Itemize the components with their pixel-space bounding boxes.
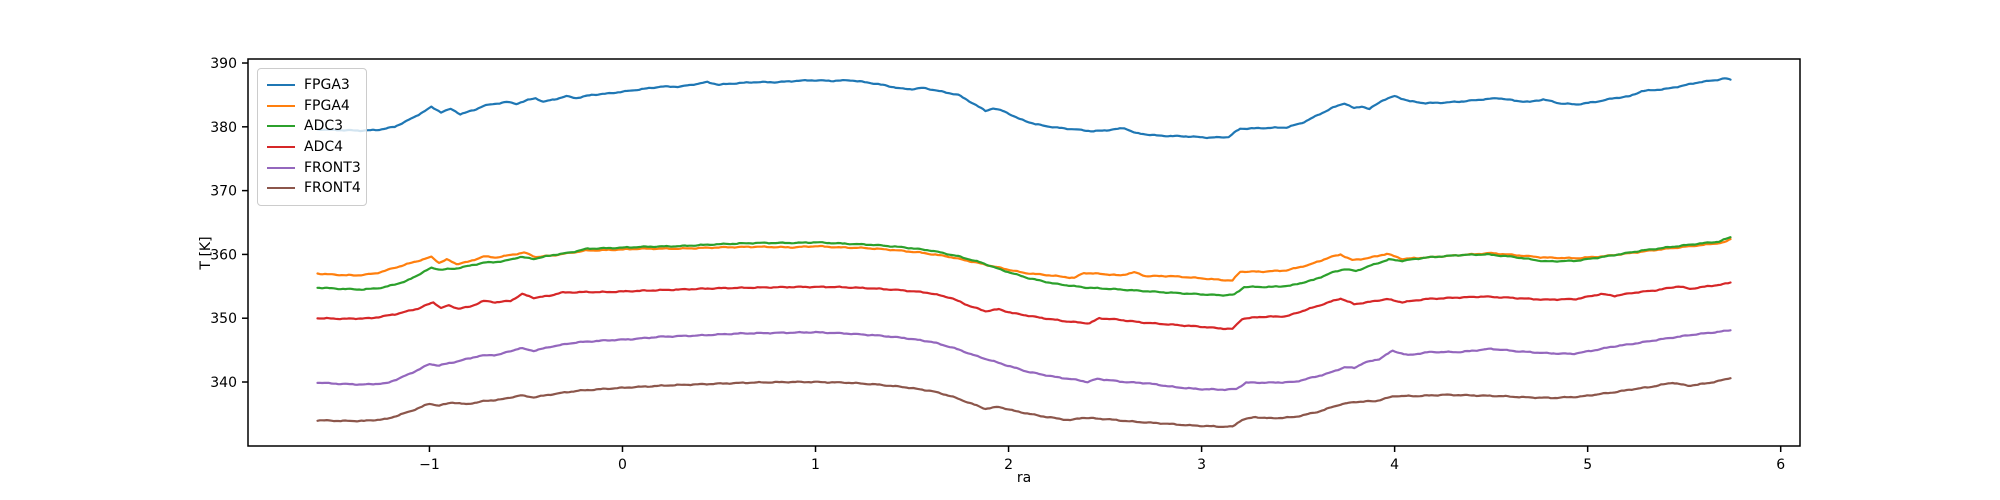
x-tick-label: −1 <box>419 457 440 473</box>
legend-label: ADC4 <box>304 139 344 156</box>
series-line-ADC3 <box>316 236 1732 297</box>
x-tick-label: 2 <box>1004 457 1013 473</box>
plot-border <box>247 58 1801 447</box>
x-tick-label: 4 <box>1390 457 1399 473</box>
legend-line-sample-FPGA3 <box>267 84 295 87</box>
legend-label: FRONT4 <box>304 180 361 197</box>
legend-label: ADC3 <box>304 118 344 135</box>
x-tick-label: 3 <box>1197 457 1206 473</box>
series-line-FRONT3 <box>316 329 1732 392</box>
x-tick-label: 1 <box>811 457 820 473</box>
legend-line-sample-FRONT4 <box>267 187 295 190</box>
y-tick-label: 350 <box>210 311 237 327</box>
x-tick-label: 5 <box>1583 457 1592 473</box>
legend-label: FPGA4 <box>304 97 350 114</box>
y-axis-ticks: 340 350 360 370 380 390 <box>210 56 248 391</box>
axes-frame <box>247 58 1801 447</box>
series-line-ADC4 <box>316 281 1732 331</box>
x-tick-label: 6 <box>1776 457 1785 473</box>
series-lines <box>316 77 1732 428</box>
legend-line-sample-FPGA4 <box>267 104 295 107</box>
series-line-FRONT4 <box>316 377 1732 428</box>
x-axis-ticks: −1 0 1 2 3 4 5 6 <box>419 446 1785 473</box>
legend-line-sample-FRONT3 <box>267 166 295 169</box>
legend-entry-FPGA3: FPGA3 <box>267 75 357 96</box>
legend-label: FPGA3 <box>304 77 350 94</box>
y-tick-label: 380 <box>210 120 237 136</box>
legend-line-sample-ADC4 <box>267 146 295 149</box>
y-axis-label: T [K] <box>198 236 214 270</box>
series-line-FPGA3 <box>316 77 1732 140</box>
y-tick-label: 360 <box>210 247 237 263</box>
legend: FPGA3 FPGA4 ADC3 ADC4 FRONT3 FRONT4 <box>257 68 367 206</box>
legend-entry-ADC3: ADC3 <box>267 116 357 137</box>
y-tick-label: 340 <box>210 375 237 391</box>
legend-entry-FRONT3: FRONT3 <box>267 157 361 178</box>
y-tick-label: 370 <box>210 184 237 200</box>
legend-entry-FPGA4: FPGA4 <box>267 96 357 117</box>
x-tick-label: 0 <box>618 457 627 473</box>
x-axis-label: ra <box>1016 470 1032 486</box>
series-line-FPGA4 <box>316 238 1732 282</box>
legend-label: FRONT3 <box>304 159 361 176</box>
legend-entry-FRONT4: FRONT4 <box>267 178 361 199</box>
y-tick-label: 390 <box>210 56 237 72</box>
legend-line-sample-ADC3 <box>267 125 295 128</box>
legend-entry-ADC4: ADC4 <box>267 137 357 158</box>
